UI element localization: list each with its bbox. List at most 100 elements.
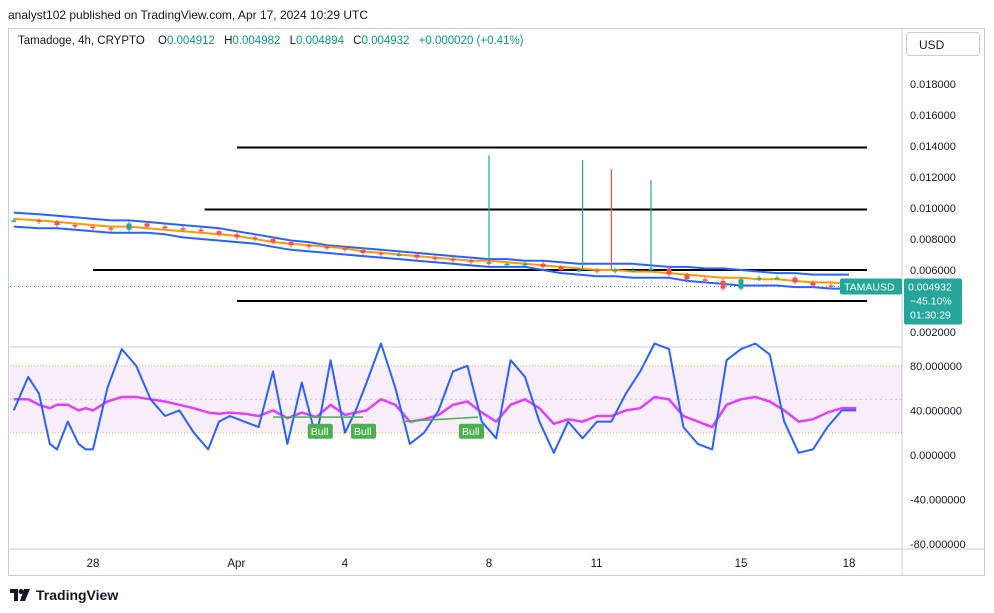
bull-label-box [351,423,376,439]
candle-body [522,263,528,266]
change-value: +0.000020 (+0.41%) [418,35,524,47]
price-tick-label: 0.018000 [910,79,956,91]
candle-body [324,246,330,249]
candle-body [144,223,150,227]
candle-body [414,254,420,258]
candle-body [558,266,564,270]
open-label: O [157,35,167,47]
close-value: 0.004932 [361,35,410,47]
candle-body [540,263,546,267]
price-tag-countdown: 01:30:29 [910,310,951,322]
bull-label-box [459,423,484,439]
candle-body [756,277,762,280]
candle-body [396,254,402,256]
candle-body [774,277,780,280]
candle-body [666,268,672,275]
currency-button[interactable]: USD [906,32,980,56]
price-tick-label: 0.014000 [910,141,956,153]
high-value: 0.004982 [232,35,281,47]
price-tick-label: 0.008000 [910,234,956,246]
candle-body [234,234,240,238]
stochastic-tick-label: -80.000000 [910,539,966,551]
tradingview-logo-icon [10,589,30,601]
bollinger-lower-band [13,225,849,290]
bull-label-text: Bull [354,426,372,438]
close-label: C [353,35,362,47]
symbol-tag [840,278,902,295]
candle-body [450,259,456,261]
time-tick-label: 28 [87,558,100,570]
candle-body [90,226,96,229]
candle-body [11,220,17,222]
price-tick-label: 0.002000 [910,327,956,339]
candle-body [576,270,582,272]
high-label: H [224,35,233,47]
symbol-tag-text: TAMAUSD [844,282,895,294]
price-tick-label: 0.012000 [910,172,956,184]
candle-body [378,252,384,255]
price-tag [904,278,962,325]
chart-frame[interactable] [8,28,985,576]
open-value: 0.004912 [166,35,215,47]
candle-body [738,279,744,289]
footer-brand[interactable]: TradingView [36,587,119,603]
candle-body [306,245,312,247]
time-tick-label: 15 [735,558,748,570]
time-tick-label: 4 [342,558,349,570]
stochastic-tick-label: 80.000000 [910,361,962,373]
candle-body [630,270,636,272]
candle-body [828,285,834,288]
time-tick-label: Apr [227,558,245,570]
bull-label-box [307,423,333,439]
time-tick-label: 11 [591,558,603,570]
candle-body [594,270,600,272]
stochastic-tick-label: 40.000000 [910,405,962,417]
candle-body [792,277,798,283]
bull-label-text: Bull [462,426,480,438]
header: analyst102 published on TradingView.com,… [0,0,994,28]
bollinger-upper-band [13,211,849,276]
candle-body [810,282,816,286]
stochastic-k-line [12,342,857,454]
candle-body [504,263,510,266]
price-tag-value: 0.004932 [908,282,952,294]
price-tag-change: −45.10% [910,296,952,308]
stochastic-tick-label: 0.000000 [910,450,956,462]
candle-body [360,249,366,253]
candle-body [198,229,204,232]
candle-body [432,257,438,260]
candle-body [216,231,222,235]
moving-average-line [13,217,850,285]
low-value: 0.004894 [296,35,344,47]
candle-body [126,223,132,230]
candle-body [468,260,474,263]
candle-body [720,280,726,289]
candle-body [684,274,690,280]
footer: TradingView [10,587,118,603]
divergence-line [402,416,479,423]
publisher-text: analyst102 published on TradingView.com,… [8,8,369,22]
candle-body [252,237,258,239]
candle-body [72,225,78,227]
candle-body [270,239,276,243]
candle-body [180,228,186,230]
time-tick-label: 8 [486,558,492,570]
candle-body [612,270,618,272]
candle-body [108,228,114,230]
price-tick-label: 0.010000 [910,203,956,215]
candle-body [342,248,348,250]
symbol-label[interactable]: Tamadoge, 4h, CRYPTO [18,35,145,47]
candle-body [54,221,60,226]
candle-body [288,242,294,246]
ohlc-legend: Tamadoge, 4h, CRYPTO O0.004912 H0.004982… [18,35,524,47]
price-tick-label: 0.016000 [910,110,956,122]
stochastic-tick-label: -40.000000 [910,495,966,507]
candle-body [702,279,708,281]
candle-body [36,220,42,222]
time-tick-label: 18 [843,558,856,570]
price-tick-label: 0.006000 [910,265,956,277]
bull-label-text: Bull [311,426,329,438]
candle-body [162,226,168,229]
low-label: L [289,35,296,47]
